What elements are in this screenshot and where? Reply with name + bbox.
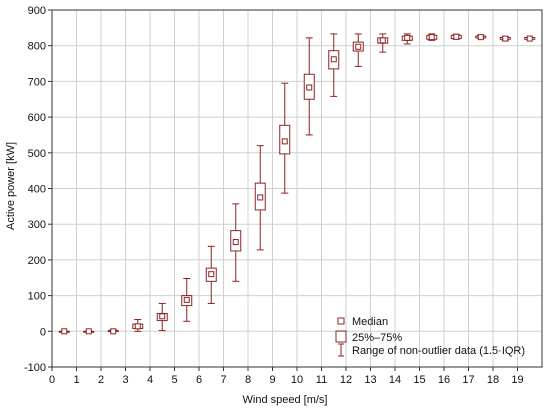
median-marker — [159, 313, 166, 320]
x-tick-label: 15 — [413, 374, 425, 386]
median-marker — [134, 323, 141, 330]
box-group — [230, 203, 242, 282]
box-group — [303, 37, 315, 136]
median-marker — [428, 34, 435, 41]
box-series — [58, 33, 536, 335]
x-tick-label: 5 — [171, 374, 177, 386]
median-marker — [330, 56, 337, 63]
box-group — [83, 328, 95, 335]
x-tick-label: 14 — [389, 374, 401, 386]
legend-entry-median: Median — [337, 316, 388, 328]
box-group — [377, 33, 389, 53]
median-marker — [208, 271, 215, 278]
y-tick-label: 800 — [28, 41, 46, 53]
legend-range-label: Range of non-outlier data (1.5·IQR) — [352, 345, 525, 357]
x-axis-title: Wind speed [m/s] — [243, 394, 328, 406]
y-axis-title: Active power [kW] — [5, 142, 17, 230]
x-tick-label: 12 — [340, 374, 352, 386]
box-group — [450, 33, 462, 40]
x-tick-label: 0 — [49, 374, 55, 386]
box-group — [401, 33, 413, 45]
x-tick-label: 3 — [122, 374, 128, 386]
box-group — [475, 34, 487, 41]
x-tick-label: 2 — [98, 374, 104, 386]
box-group — [279, 82, 291, 194]
median-marker — [306, 84, 313, 91]
median-marker — [61, 328, 68, 335]
grid — [51, 9, 542, 368]
box-group — [181, 277, 193, 322]
median-marker — [477, 34, 484, 41]
box-group — [328, 33, 340, 97]
y-tick-label: 400 — [28, 184, 46, 196]
median-marker — [355, 43, 362, 50]
y-axis-ticks: -100 0 100 200 300 400 500 600 700 800 900 — [24, 5, 52, 374]
box-group — [156, 302, 168, 332]
legend-entry-range: Range of non-outlier data (1.5·IQR) — [338, 343, 525, 357]
legend: Median 25%–75% Range of non-outlier data… — [335, 316, 525, 357]
y-tick-label: 200 — [28, 255, 46, 267]
median-marker — [85, 328, 92, 335]
y-tick-label: 900 — [28, 5, 46, 17]
median-marker — [110, 328, 117, 335]
median-marker — [453, 33, 460, 40]
x-tick-label: 10 — [291, 374, 303, 386]
median-marker — [526, 35, 533, 42]
median-marker — [183, 296, 190, 303]
x-tick-label: 8 — [245, 374, 251, 386]
legend-box-icon — [335, 330, 347, 343]
median-marker — [232, 239, 239, 246]
x-tick-label: 17 — [462, 374, 474, 386]
median-marker — [281, 138, 288, 145]
y-tick-label: -100 — [24, 362, 46, 374]
x-tick-label: 1 — [73, 374, 79, 386]
legend-entry-iqr: 25%–75% — [335, 330, 402, 344]
box-group — [254, 145, 266, 251]
box-group — [58, 328, 70, 335]
median-marker — [404, 34, 411, 41]
y-tick-label: 600 — [28, 112, 46, 124]
box-group — [107, 328, 119, 335]
x-axis-ticks: 0 1 2 3 4 5 6 7 8 9 10 11 12 13 14 15 16 17 18 19 — [49, 367, 524, 386]
box-group — [205, 245, 217, 304]
legend-iqr-label: 25%–75% — [352, 332, 402, 344]
x-tick-label: 6 — [196, 374, 202, 386]
median-marker — [379, 37, 386, 44]
y-tick-label: 700 — [28, 76, 46, 88]
y-tick-label: 500 — [28, 148, 46, 160]
x-tick-label: 16 — [438, 374, 450, 386]
x-tick-label: 7 — [220, 374, 226, 386]
box-group — [352, 33, 364, 67]
box-group — [132, 319, 144, 332]
legend-median-icon — [337, 317, 345, 325]
x-tick-label: 13 — [364, 374, 376, 386]
box-group — [426, 33, 438, 41]
box-group — [499, 35, 511, 42]
x-tick-label: 9 — [269, 374, 275, 386]
x-tick-label: 18 — [487, 374, 499, 386]
y-tick-label: 0 — [40, 326, 46, 338]
x-tick-label: 19 — [511, 374, 523, 386]
legend-median-label: Median — [352, 316, 388, 328]
x-tick-label: 11 — [316, 374, 327, 386]
median-marker — [257, 194, 264, 201]
median-marker — [502, 35, 509, 42]
y-tick-label: 100 — [28, 291, 46, 303]
x-tick-label: 4 — [147, 374, 153, 386]
y-tick-label: 300 — [28, 219, 46, 231]
box-group — [524, 35, 536, 42]
